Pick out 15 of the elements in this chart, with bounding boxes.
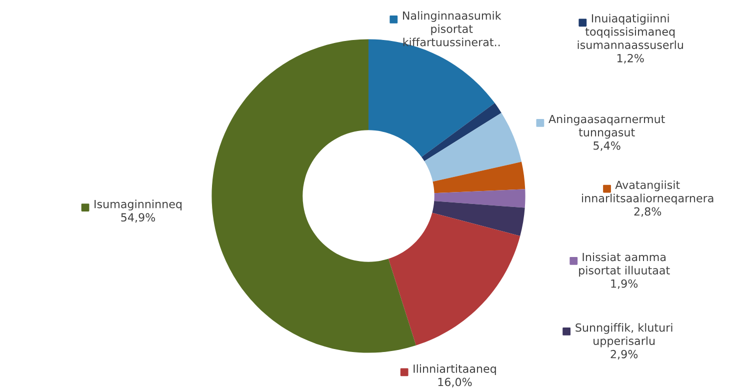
data-label: 2,8%	[634, 207, 662, 217]
data-label: 16,0%	[438, 378, 472, 388]
legend-label: Inissiat aamma pisortat illuutaat	[579, 252, 670, 277]
data-label: 54,9%	[121, 213, 156, 223]
legend-label: Isumaginninneq	[94, 200, 182, 210]
data-label: 5,4%	[594, 141, 620, 151]
legend-label: Sunngiffik, kluturi upperisarlu	[576, 323, 672, 348]
legend-label: Ilinniartitaaneq	[414, 364, 496, 376]
data-label: 1,2%	[617, 54, 644, 64]
legend-label: Aningaasaqarnermut tunngasut	[548, 114, 665, 139]
data-label: 1,9%	[611, 279, 638, 289]
data-label: 2,9%	[610, 350, 638, 360]
legend-label: Avatangiisit innarlitsaaliorneqarnera	[582, 180, 714, 205]
legend-label: Nalinginnaasumik pisortat kiffartuussinerat..	[403, 11, 502, 46]
legend-label: Inuiaqatigiinni toqqissisimaneq isumannaassuserlu	[578, 14, 683, 50]
